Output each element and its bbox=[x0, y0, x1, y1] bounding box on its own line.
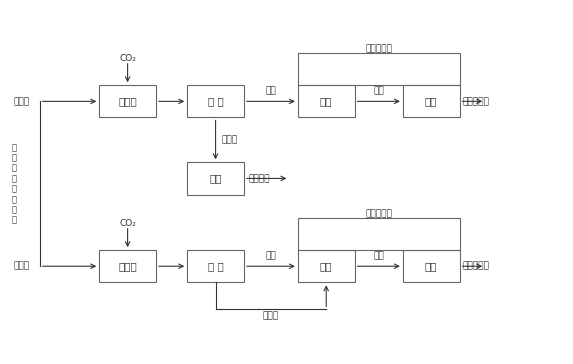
Text: 碳酸化: 碳酸化 bbox=[118, 96, 137, 106]
Text: 浓浆料: 浓浆料 bbox=[221, 135, 237, 145]
Text: 残液: 残液 bbox=[374, 252, 384, 261]
FancyBboxPatch shape bbox=[403, 250, 460, 282]
Text: 分 层: 分 层 bbox=[207, 261, 223, 271]
FancyBboxPatch shape bbox=[403, 85, 460, 118]
Text: 残液: 残液 bbox=[374, 87, 384, 96]
Text: 蒸发: 蒸发 bbox=[320, 261, 332, 271]
Text: 有机酸钠盐: 有机酸钠盐 bbox=[462, 97, 489, 106]
Text: 有机酸钠盐: 有机酸钠盐 bbox=[462, 262, 489, 271]
Text: 废碱液: 废碱液 bbox=[13, 97, 29, 106]
FancyBboxPatch shape bbox=[99, 85, 156, 118]
Text: 清液: 清液 bbox=[265, 86, 276, 95]
FancyBboxPatch shape bbox=[99, 250, 156, 282]
Text: 浓浆料: 浓浆料 bbox=[263, 311, 279, 320]
Text: 切片: 切片 bbox=[209, 173, 222, 183]
Text: 从
环
己
酮
装
置
排
放: 从 环 己 酮 装 置 排 放 bbox=[11, 143, 17, 225]
Text: 碳酸化: 碳酸化 bbox=[118, 261, 137, 271]
Text: 分 层: 分 层 bbox=[207, 96, 223, 106]
Text: 碳酸氢钠: 碳酸氢钠 bbox=[249, 174, 270, 183]
Text: CO₂: CO₂ bbox=[119, 219, 136, 228]
Text: 清液: 清液 bbox=[265, 251, 276, 260]
FancyBboxPatch shape bbox=[187, 85, 244, 118]
Text: 废碱液: 废碱液 bbox=[13, 262, 29, 271]
Text: 冷凝水回用: 冷凝水回用 bbox=[365, 209, 392, 218]
Text: 切片: 切片 bbox=[425, 261, 437, 271]
FancyBboxPatch shape bbox=[187, 250, 244, 282]
Text: 蒸发: 蒸发 bbox=[320, 96, 332, 106]
Text: 切片: 切片 bbox=[425, 96, 437, 106]
FancyBboxPatch shape bbox=[298, 85, 355, 118]
Text: 冷凝水回用: 冷凝水回用 bbox=[365, 44, 392, 53]
Text: CO₂: CO₂ bbox=[119, 54, 136, 63]
FancyBboxPatch shape bbox=[187, 162, 244, 194]
FancyBboxPatch shape bbox=[298, 250, 355, 282]
